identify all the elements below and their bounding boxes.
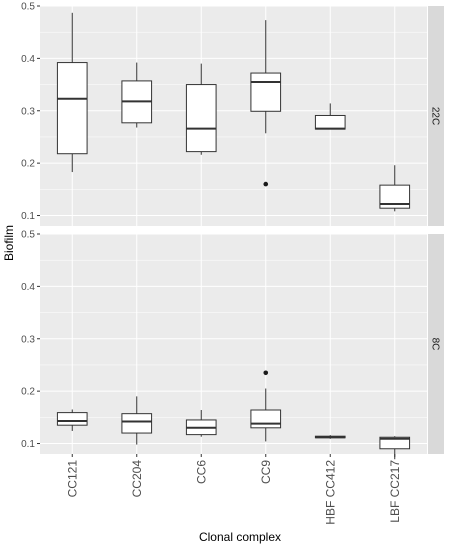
facet-strip [428,6,444,226]
x-tick-label: CC204 [130,460,144,498]
box-CC9-8C [250,370,282,442]
iqr-box [185,84,217,153]
box-HBF-CC412-8C [314,435,346,439]
facet-strip-label: 8C [430,338,441,351]
y-tick-label: 0.4 [21,282,35,293]
outlier-point [263,181,269,187]
x-tick-label: CC121 [65,460,79,498]
y-tick-label: 0.1 [21,439,35,450]
x-axis: CC121 CC204 CC6 CC9 HBF CC412 LBF CC217 [65,454,402,525]
iqr-box [56,62,88,155]
x-tick-label: CC9 [259,460,273,484]
box-CC9-22C [250,20,282,187]
y-tick-label: 0.4 [21,54,35,65]
y-axis-title: Biofilm [2,225,16,261]
iqr-box [121,413,153,434]
box-CC204-8C [121,396,153,445]
x-tick-label: LBF CC217 [388,460,402,523]
panel-background [40,234,427,454]
x-axis-title: Clonal complex [199,530,281,544]
box-CC121-22C [56,12,88,173]
facet-strip-label: 22C [430,107,441,125]
y-tick-label: 0.2 [21,387,35,398]
box-CC6-8C [185,410,217,437]
facet-panel-22C: 0.1 0.2 0.3 0.4 0.5 22C [21,2,444,226]
box-CC6-22C [185,63,217,155]
y-tick-label: 0.2 [21,159,35,170]
box-LBF-CC217-22C [379,165,411,212]
y-tick-label: 0.1 [21,211,35,222]
iqr-box [56,412,88,426]
iqr-box [379,436,411,450]
box-HBF-CC412-22C [314,103,346,130]
x-tick-label: HBF CC412 [323,460,337,525]
facet-strip [428,234,444,454]
y-tick-label: 0.3 [21,334,35,345]
outlier-point [263,370,269,376]
panel-background [40,6,427,226]
box-LBF-CC217-8C [379,436,411,460]
iqr-box [250,409,282,429]
box-CC204-22C [121,62,153,128]
facet-panels: 0.1 0.2 0.3 0.4 0.5 22C 0.1 0.2 0.3 0.4 0.5 8C [21,2,444,460]
facet-panel-8C: 0.1 0.2 0.3 0.4 0.5 8C [21,230,444,460]
box-CC121-8C [56,409,88,431]
y-tick-label: 0.5 [21,230,35,241]
y-tick-label: 0.5 [21,2,35,13]
y-tick-label: 0.3 [21,106,35,117]
iqr-box [314,114,346,130]
iqr-box [250,72,282,112]
iqr-box [379,184,411,209]
x-tick-label: CC6 [194,460,208,484]
